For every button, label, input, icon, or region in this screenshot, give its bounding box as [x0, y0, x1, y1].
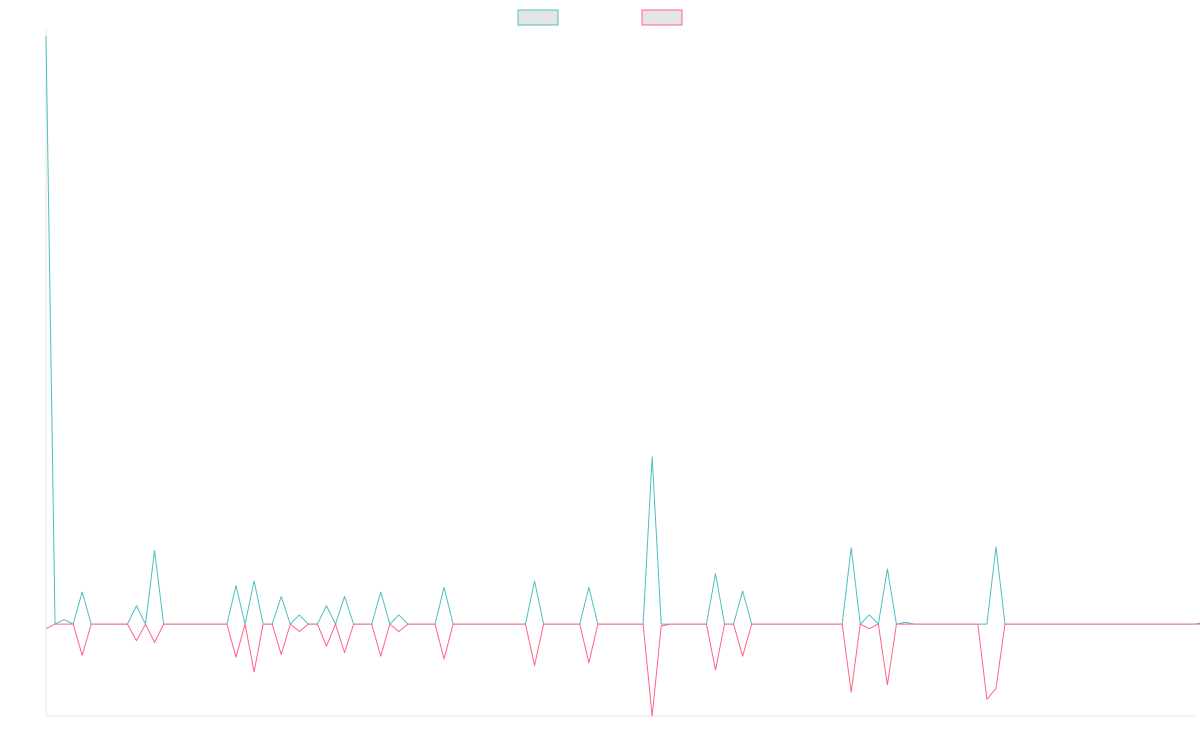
legend-swatch-2 [641, 9, 683, 26]
series-2 [45, 623, 1200, 717]
series-1-line [45, 35, 1200, 625]
series-1 [45, 35, 1200, 625]
legend-swatch-1 [517, 9, 559, 26]
legend-item-1[interactable] [517, 9, 559, 26]
series-2-line [45, 623, 1200, 717]
legend [517, 9, 683, 26]
axes [45, 30, 1195, 717]
series-layer [45, 35, 1200, 717]
legend-item-2[interactable] [641, 9, 683, 26]
